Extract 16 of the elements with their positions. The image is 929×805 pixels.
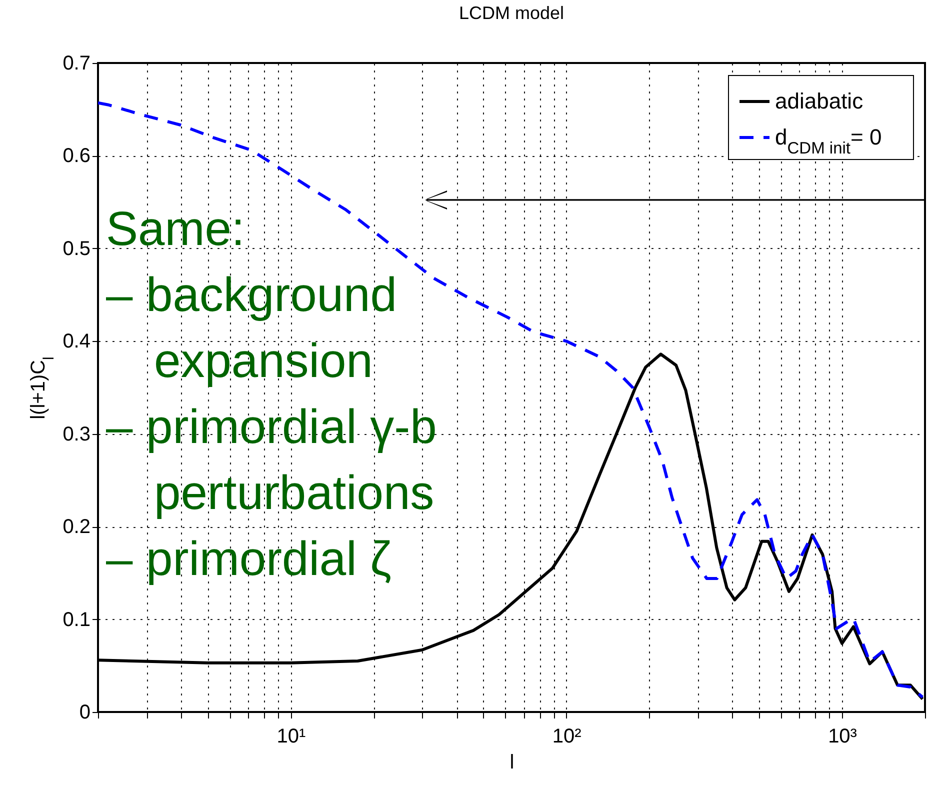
y-tick-label: 0.4 bbox=[62, 330, 90, 353]
y-tick-label: 0.2 bbox=[62, 516, 90, 538]
y-tick-label: 0.5 bbox=[62, 238, 90, 260]
chart-title: LCDM model bbox=[458, 3, 564, 23]
x-tick-label: 10³ bbox=[828, 726, 858, 748]
x-tick-label: 10¹ bbox=[276, 726, 306, 748]
y-tick-label: 0.1 bbox=[62, 608, 90, 631]
legend-label: d$_{CDM init}$= 0 bbox=[775, 124, 882, 158]
x-axis-title: l bbox=[510, 752, 514, 774]
y-tick-label: 0.7 bbox=[62, 52, 90, 74]
y-tick-label: 0 bbox=[79, 702, 90, 724]
y-tick-label: 0.6 bbox=[62, 145, 90, 168]
annotation: Same: – background expansion – primordial γ-b perturbations – primordial ζ bbox=[106, 203, 437, 586]
x-tick-label: 10² bbox=[552, 726, 582, 748]
legend-label: adiabatic bbox=[775, 88, 864, 114]
y-tick-label: 0.3 bbox=[62, 423, 90, 446]
